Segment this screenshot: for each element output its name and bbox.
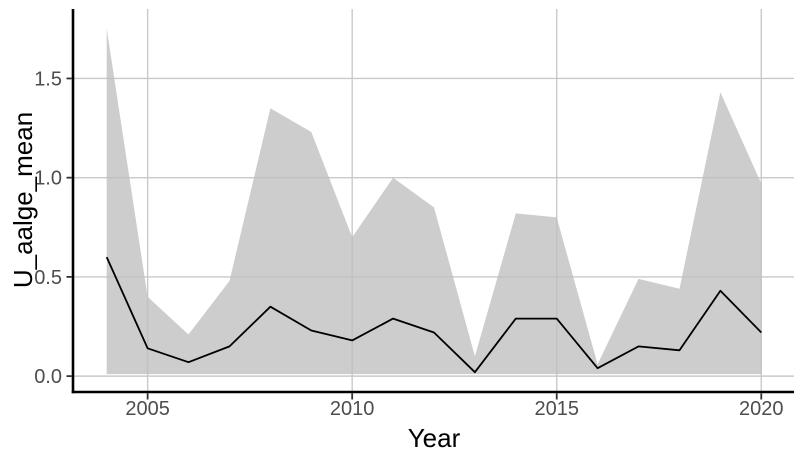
y-tick-label: 0.0: [34, 366, 62, 388]
mean-line: [105, 256, 762, 374]
y-axis-title: U_aalge_mean: [8, 112, 38, 288]
x-tick-label: 2015: [534, 398, 579, 420]
x-tick-label: 2010: [330, 398, 375, 420]
y-tick-label: 1.5: [34, 68, 62, 90]
x-axis-title: Year: [408, 423, 461, 453]
ribbon-layer: [106, 28, 762, 375]
tick-marks-layer: [66, 77, 763, 400]
y-tick-label: 1.0: [34, 168, 62, 190]
axis-lines-layer: [71, 9, 794, 394]
y-tick-label: 0.5: [34, 267, 62, 289]
tick-labels-layer: 2005 2010 2015 2020 0.0 0.5 1.0 1.5: [34, 68, 783, 420]
confidence-ribbon: [106, 28, 762, 375]
gridlines-layer: [74, 9, 794, 392]
x-tick-label: 2020: [739, 398, 784, 420]
line-layer: [105, 256, 762, 374]
x-tick-label: 2005: [125, 398, 170, 420]
